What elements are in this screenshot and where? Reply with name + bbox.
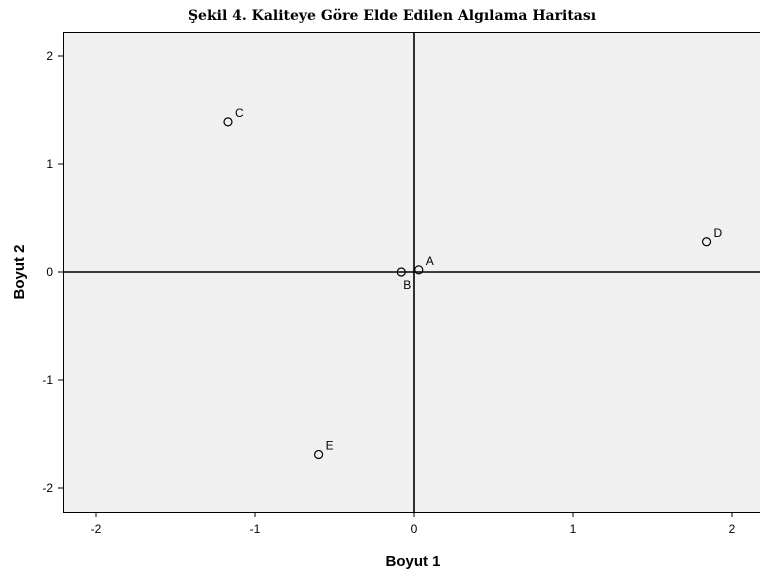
point-label-c: C: [235, 106, 244, 120]
point-label-e: E: [326, 439, 334, 453]
point-label-a: A: [426, 254, 434, 268]
y-tick-label: -1: [42, 373, 53, 387]
y-tick-label: 0: [46, 265, 53, 279]
y-tick-label: -2: [42, 481, 53, 495]
x-tick-label: 0: [411, 522, 418, 536]
data-point-d: [701, 237, 712, 247]
data-point-e: [314, 449, 324, 460]
data-points: A B C D E: [223, 106, 723, 460]
x-tick-label: 1: [570, 522, 577, 536]
chart-title: Şekil 4. Kaliteye Göre Elde Edilen Algıl…: [188, 8, 596, 24]
x-tick-label: -2: [91, 522, 102, 536]
y-tick-label: 2: [46, 49, 53, 63]
x-axis-title: Boyut 1: [385, 553, 440, 570]
point-label-b: B: [403, 278, 411, 292]
y-axis-title: Boyut 2: [11, 244, 28, 299]
y-axis-ticks: -2 -1 0 1 2: [42, 49, 63, 495]
data-point-a: [414, 265, 424, 275]
point-label-d: D: [714, 226, 723, 240]
data-point-b: [396, 267, 406, 277]
x-axis-ticks: -2 -1 0 1 2: [91, 512, 736, 536]
x-tick-label: -1: [250, 522, 261, 536]
data-point-c: [223, 117, 233, 127]
y-tick-label: 1: [46, 157, 53, 171]
x-tick-label: 2: [729, 522, 736, 536]
reference-lines: [63, 32, 760, 512]
